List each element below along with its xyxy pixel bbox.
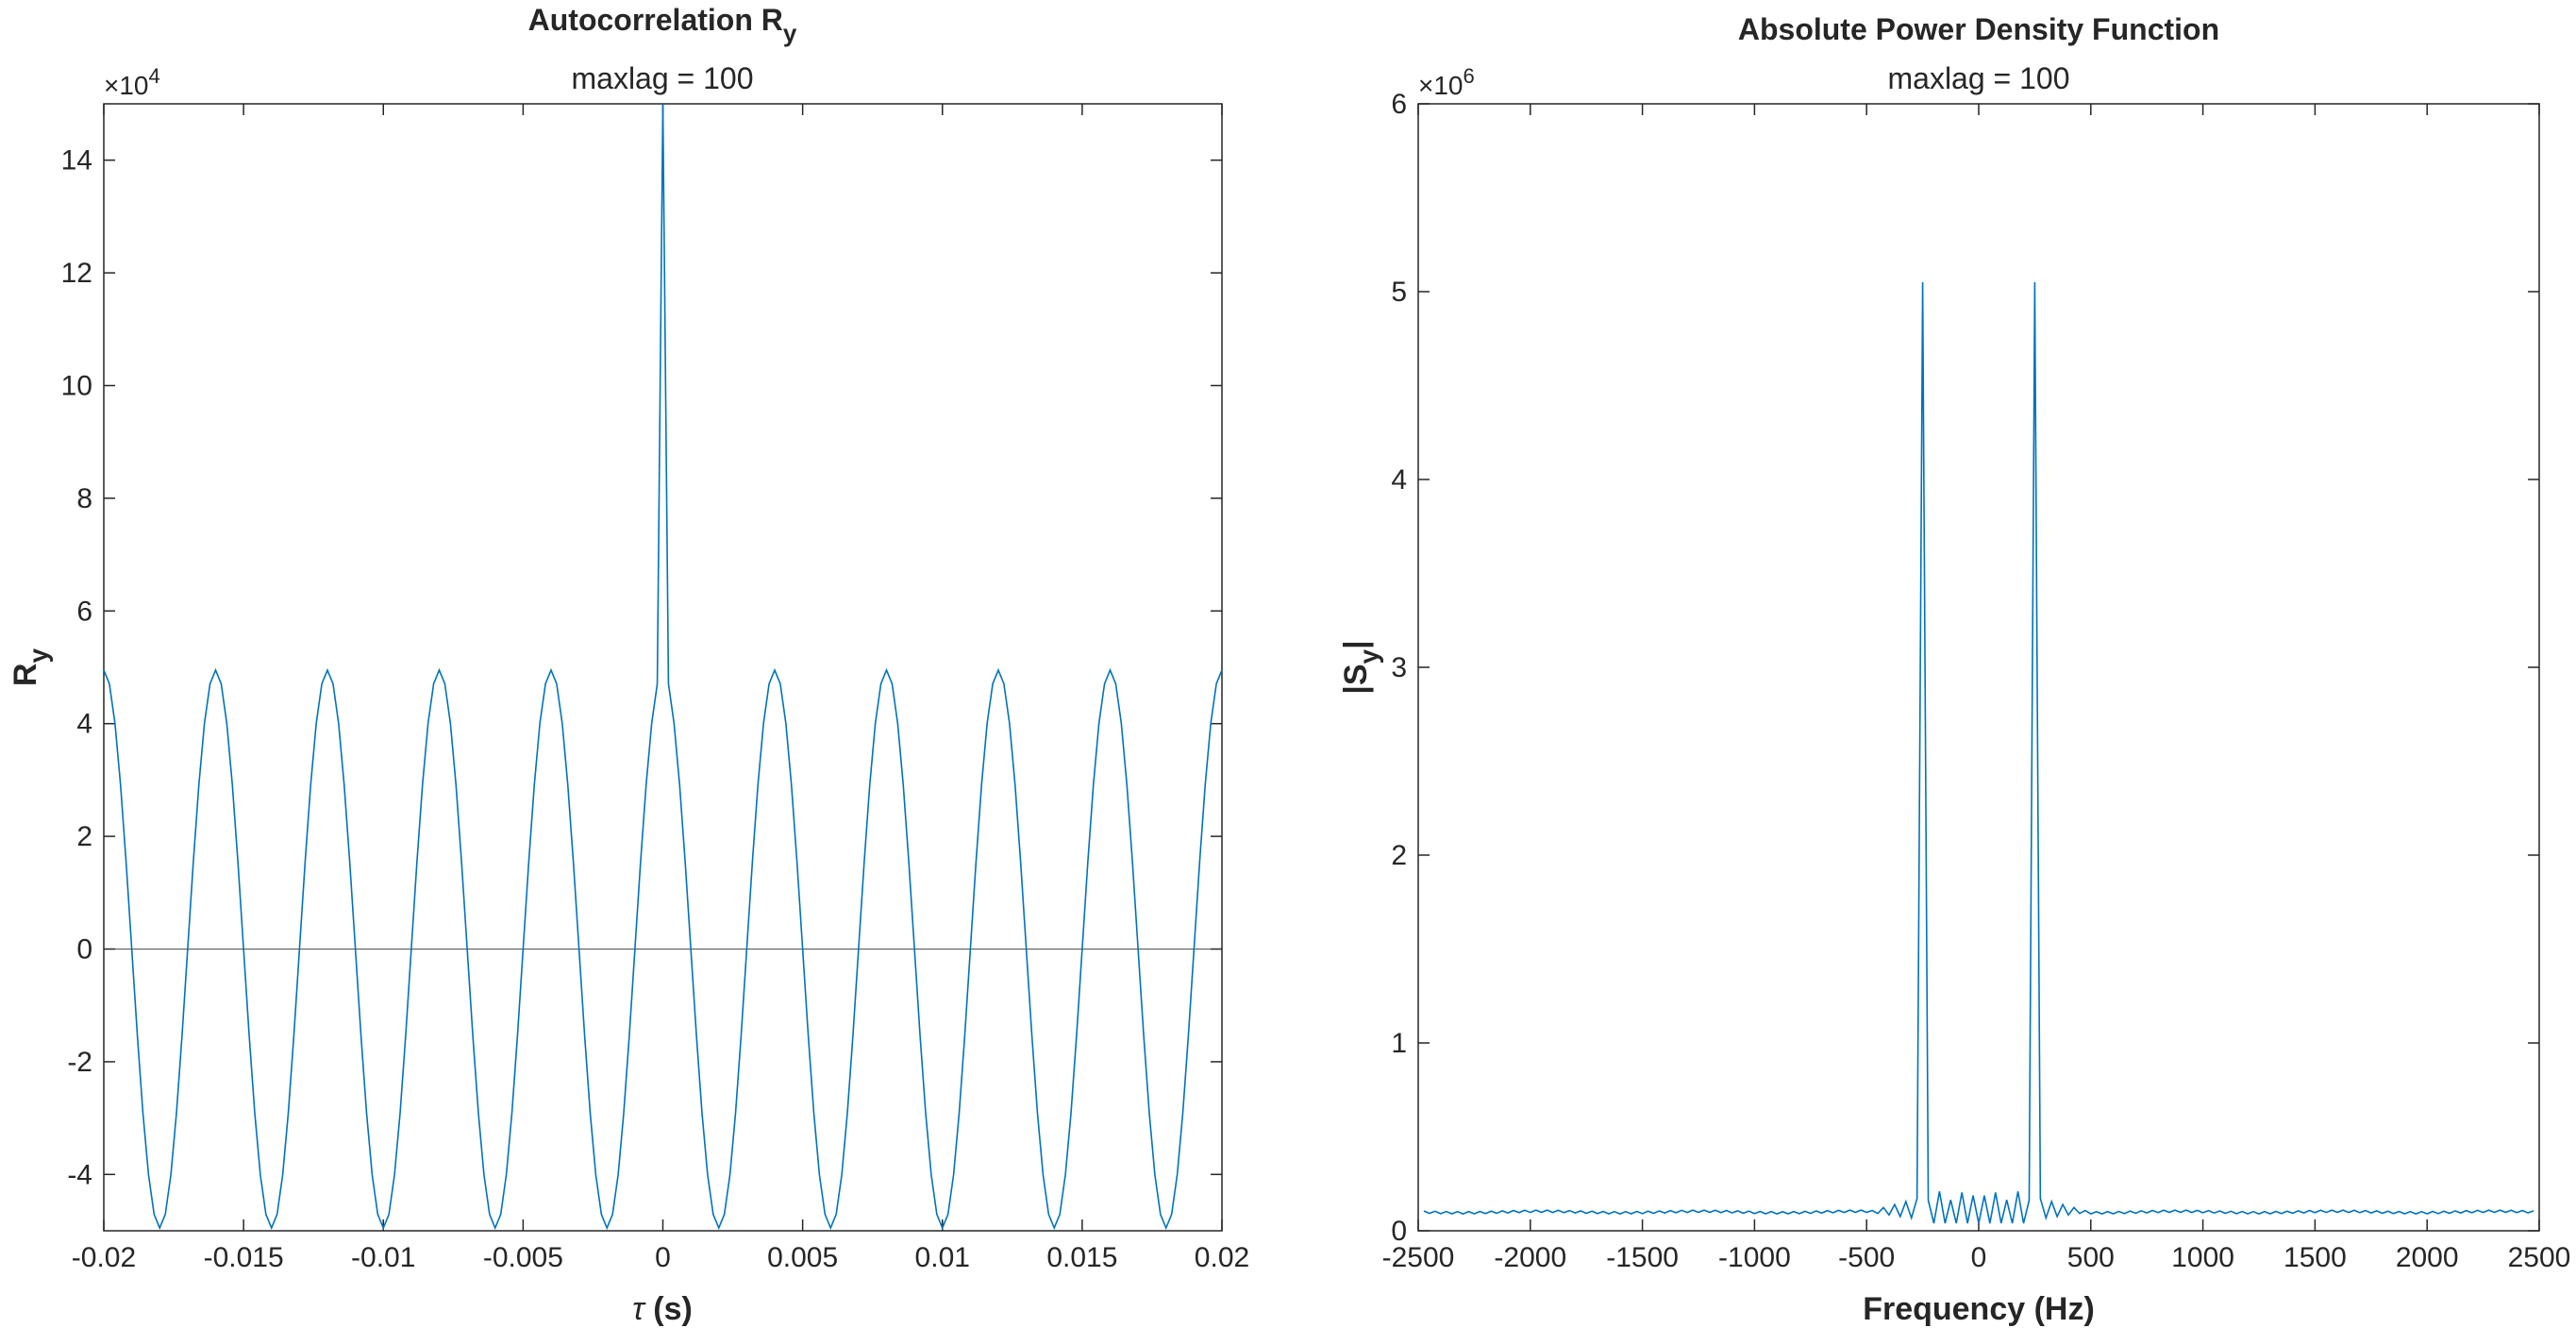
power-density-y-tick-label: 6 — [1391, 89, 1407, 120]
autocorrelation-x-tick-label: 0.01 — [915, 1242, 970, 1273]
autocorrelation-y-tick-label: 10 — [61, 371, 92, 402]
power-density-x-tick-label: 500 — [2067, 1242, 2115, 1273]
power-density-y-tick-label: 5 — [1391, 277, 1407, 308]
power-density-x-tick-label: 1000 — [2171, 1242, 2234, 1273]
power-density-y-tick-label: 3 — [1391, 652, 1407, 683]
power-density-y-ticks: 0 1 2 3 4 5 6 — [1391, 89, 2539, 1247]
autocorrelation-x-tick-label: 0 — [655, 1242, 671, 1273]
autocorrelation-y-tick-label: -2 — [67, 1047, 92, 1078]
autocorrelation-y-tick-label: 4 — [76, 709, 92, 740]
autocorrelation-y-exponent: ×104 — [104, 64, 160, 100]
power-density-x-tick-label: -1000 — [1718, 1242, 1791, 1273]
power-density-x-tick-label: -1500 — [1606, 1242, 1679, 1273]
autocorrelation-title: Autocorrelation Ry — [528, 3, 797, 47]
autocorrelation-x-tick-label: -0.01 — [351, 1242, 415, 1273]
autocorrelation-x-axis-label: τ (s) — [632, 1291, 693, 1327]
power-density-plot-area — [1417, 103, 2540, 1232]
power-density-axes: 0 1 2 3 4 5 6 -2500 -2000 -1500 -1000 -500 0 500 1000… — [1338, 12, 2570, 1327]
power-density-y-tick-label: 2 — [1391, 840, 1407, 871]
power-density-x-tick-label: -2000 — [1494, 1242, 1566, 1273]
autocorrelation-y-tick-label: 6 — [76, 596, 92, 627]
power-density-subtitle: maxlag = 100 — [1887, 61, 2069, 95]
autocorrelation-y-tick-label: -4 — [67, 1159, 92, 1190]
autocorrelation-y-ticks: -4 -2 0 2 4 6 8 10 12 14 — [61, 145, 1222, 1190]
autocorrelation-series-line — [103, 103, 1223, 1231]
power-density-y-tick-label: 0 — [1391, 1216, 1407, 1247]
power-density-x-tick-label: -2500 — [1382, 1242, 1455, 1273]
autocorrelation-x-tick-label: -0.005 — [483, 1242, 563, 1273]
autocorrelation-y-tick-label: 12 — [61, 258, 92, 289]
power-density-title: Absolute Power Density Function — [1738, 12, 2219, 46]
power-density-x-tick-label: 2000 — [2396, 1242, 2459, 1273]
power-density-y-tick-label: 4 — [1391, 464, 1407, 496]
autocorrelation-y-tick-label: 0 — [76, 934, 92, 966]
autocorrelation-y-tick-label: 2 — [76, 821, 92, 852]
power-density-y-exponent: ×106 — [1418, 64, 1475, 100]
autocorrelation-x-tick-label: 0.015 — [1046, 1242, 1117, 1273]
autocorrelation-plot-area — [103, 103, 1223, 1232]
power-density-x-tick-label: -500 — [1838, 1242, 1895, 1273]
autocorrelation-x-tick-label: -0.015 — [204, 1242, 284, 1273]
autocorrelation-x-ticks: -0.02 -0.015 -0.01 -0.005 0 0.005 0.01 0.015 0.0… — [72, 104, 1249, 1273]
power-density-series-line — [1423, 282, 2534, 1224]
autocorrelation-x-tick-label: 0.005 — [767, 1242, 838, 1273]
autocorrelation-x-tick-label: 0.02 — [1195, 1242, 1249, 1273]
power-density-x-ticks: -2500 -2000 -1500 -1000 -500 0 500 1000 1500 2000… — [1382, 104, 2571, 1273]
power-density-y-axis-label: |Sy| — [1338, 640, 1383, 694]
autocorrelation-x-tick-label: -0.02 — [72, 1242, 136, 1273]
power-density-y-tick-label: 1 — [1391, 1028, 1407, 1059]
power-density-x-tick-label: 1500 — [2283, 1242, 2347, 1273]
autocorrelation-axes: -4 -2 0 2 4 6 8 10 12 14 -0.02 -0.015 -0.01 -0.005 0 0… — [8, 3, 1249, 1327]
autocorrelation-y-tick-label: 8 — [76, 483, 92, 514]
autocorrelation-subtitle: maxlag = 100 — [571, 61, 753, 95]
power-density-x-tick-label: 0 — [1971, 1242, 1987, 1273]
power-density-x-axis-label: Frequency (Hz) — [1863, 1291, 2095, 1327]
power-density-x-tick-label: 2500 — [2508, 1242, 2571, 1273]
autocorrelation-y-tick-label: 14 — [61, 145, 92, 177]
autocorrelation-y-axis-label: Ry — [8, 648, 53, 687]
